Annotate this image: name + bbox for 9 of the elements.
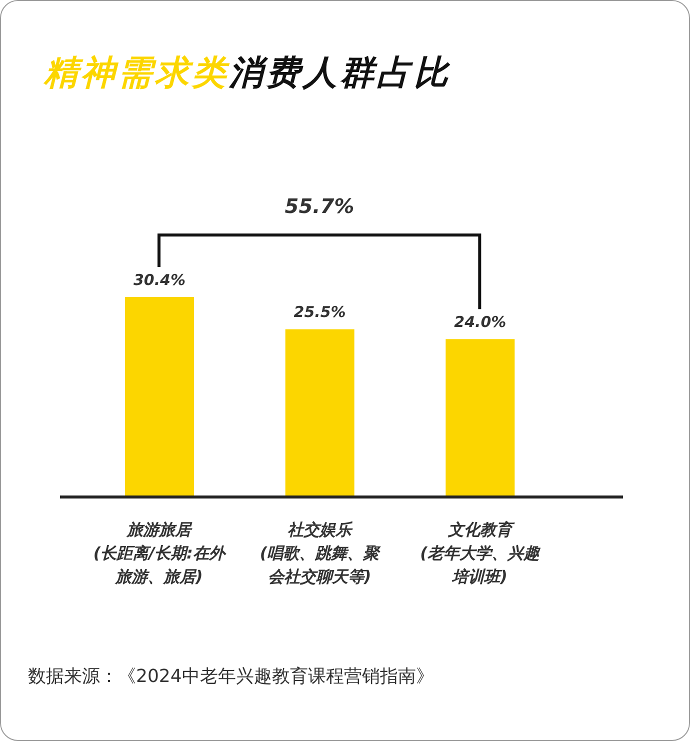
x-tick-label: 旅游旅居(长距离/长期:在外旅游、旅居) xyxy=(93,520,227,586)
text: 55.7% xyxy=(284,193,356,219)
data-label: 24.0% xyxy=(454,313,506,332)
x-tick-label: 文化教育(老年大学、兴趣培训班) xyxy=(420,520,542,586)
chart-title: 精神需求类消费人群占比 xyxy=(44,53,451,93)
x-tick-label: 社交娱乐(唱歌、跳舞、聚会社交聊天等) xyxy=(260,520,382,586)
data-label: 25.5% xyxy=(294,303,346,322)
data-label: 30.4% xyxy=(133,271,186,289)
source-note: 数据来源：《2024中老年兴趣教育课程营销指南》 xyxy=(28,665,434,689)
